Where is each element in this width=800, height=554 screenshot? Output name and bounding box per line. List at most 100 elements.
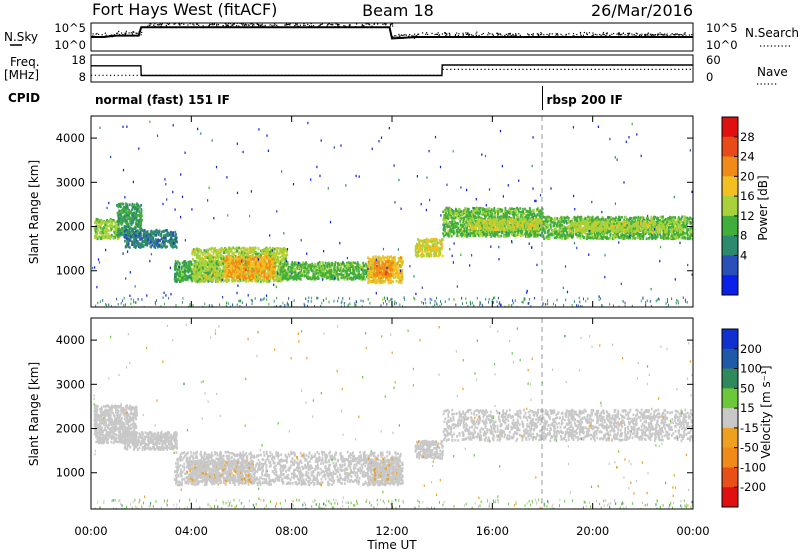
range-gate-cell <box>205 249 208 252</box>
range-gate-cell <box>439 247 441 250</box>
range-gate-cell <box>180 265 183 269</box>
range-gate-cell <box>120 232 123 236</box>
range-gate-cell <box>194 270 197 274</box>
range-gate-cell <box>236 249 238 252</box>
noise-dot <box>385 23 387 25</box>
range-gate-cell <box>270 266 273 270</box>
range-gate-cell <box>218 271 221 275</box>
range-gate-cell <box>133 243 136 246</box>
noise-dot <box>426 32 428 34</box>
range-gate-cell <box>378 279 381 283</box>
range-gate-cell <box>437 249 439 252</box>
range-gate-cell <box>342 276 345 280</box>
range-gate-cell <box>232 264 235 267</box>
range-gate-cell <box>270 275 273 278</box>
range-gate-cell <box>95 227 98 230</box>
range-gate-cell <box>388 260 391 263</box>
range-gate-cell <box>289 276 291 280</box>
range-gate-cell <box>269 277 272 280</box>
noise-dot <box>389 25 392 27</box>
range-gate-cell <box>328 261 330 264</box>
noise-dot <box>167 23 170 25</box>
range-gate-cell <box>287 273 290 276</box>
noise-dot <box>572 33 575 35</box>
range-gate-cell <box>237 272 239 276</box>
range-gate-cell <box>133 210 136 214</box>
range-gate-cell <box>208 266 211 269</box>
range-gate-cell <box>305 269 308 273</box>
noise-dot <box>551 33 553 35</box>
noise-dot <box>413 37 416 39</box>
range-gate-cell <box>371 280 374 283</box>
range-gate-cell <box>124 206 127 209</box>
range-gate-cell <box>267 276 270 279</box>
range-gate-cell <box>115 224 118 227</box>
range-gate-cell <box>200 251 203 255</box>
range-gate-cell <box>125 225 127 229</box>
range-gate-cell <box>425 247 428 250</box>
range-gate-cell <box>270 261 273 265</box>
range-gate-cell <box>282 251 284 255</box>
range-gate-cell <box>158 230 161 234</box>
noise-dot <box>546 33 548 36</box>
range-gate-cell <box>190 271 193 274</box>
range-gate-cell <box>214 256 217 260</box>
range-gate-cell <box>106 228 109 231</box>
range-gate-cell <box>428 255 431 258</box>
range-gate-cell <box>260 263 263 266</box>
range-gate-cell <box>283 261 286 265</box>
range-gate-cell <box>211 263 214 267</box>
range-gate-cell <box>194 251 196 255</box>
range-gate-cell <box>232 274 234 277</box>
range-gate-cell <box>169 243 172 247</box>
range-gate-cell <box>400 265 402 268</box>
range-gate-cell <box>98 224 101 228</box>
range-gate-cell <box>276 268 279 272</box>
noise-dot <box>592 34 594 36</box>
range-gate-cell <box>353 275 356 279</box>
noise-dot <box>101 34 103 36</box>
range-gate-cell <box>304 268 307 271</box>
range-gate-cell <box>210 247 213 250</box>
range-gate-cell <box>245 257 247 261</box>
noise-dot <box>515 34 518 36</box>
range-gate-cell <box>163 229 166 233</box>
noise-dot <box>330 23 332 26</box>
range-gate-cell <box>306 262 309 266</box>
range-gate-cell <box>121 215 123 218</box>
range-gate-cell <box>366 264 369 268</box>
range-gate-cell <box>353 265 355 268</box>
range-gate-cell <box>313 265 316 269</box>
range-gate-cell <box>171 238 174 241</box>
noise-dot <box>537 34 539 36</box>
range-gate-cell <box>129 231 131 234</box>
noise-dot <box>679 33 681 36</box>
range-gate-cell <box>166 230 169 233</box>
range-gate-cell <box>227 263 230 266</box>
range-gate-cell <box>145 243 148 246</box>
range-gate-cell <box>141 228 144 232</box>
range-gate-cell <box>315 268 317 271</box>
range-gate-cell <box>126 243 129 247</box>
noise-dot <box>273 23 276 25</box>
range-gate-cell <box>364 264 367 268</box>
range-gate-cell <box>200 250 202 253</box>
noise-series-sky <box>91 23 693 40</box>
range-gate-cell <box>388 258 390 261</box>
range-gate-cell <box>164 236 167 240</box>
range-gate-cell <box>241 263 243 266</box>
range-gate-cell <box>337 275 340 279</box>
noise-dot <box>561 35 563 37</box>
range-gate-cell <box>114 221 117 224</box>
range-gate-cell <box>118 225 121 229</box>
range-gate-cell <box>126 239 129 243</box>
range-gate-cell <box>172 241 174 245</box>
noise-dot <box>356 23 358 25</box>
range-gate-cell <box>225 255 228 259</box>
range-gate-cell <box>271 273 274 276</box>
noise-dot <box>307 23 309 26</box>
range-gate-cell <box>183 273 186 276</box>
range-gate-cell <box>139 218 142 221</box>
noise-dot <box>565 33 567 35</box>
noise-dot <box>507 34 509 36</box>
